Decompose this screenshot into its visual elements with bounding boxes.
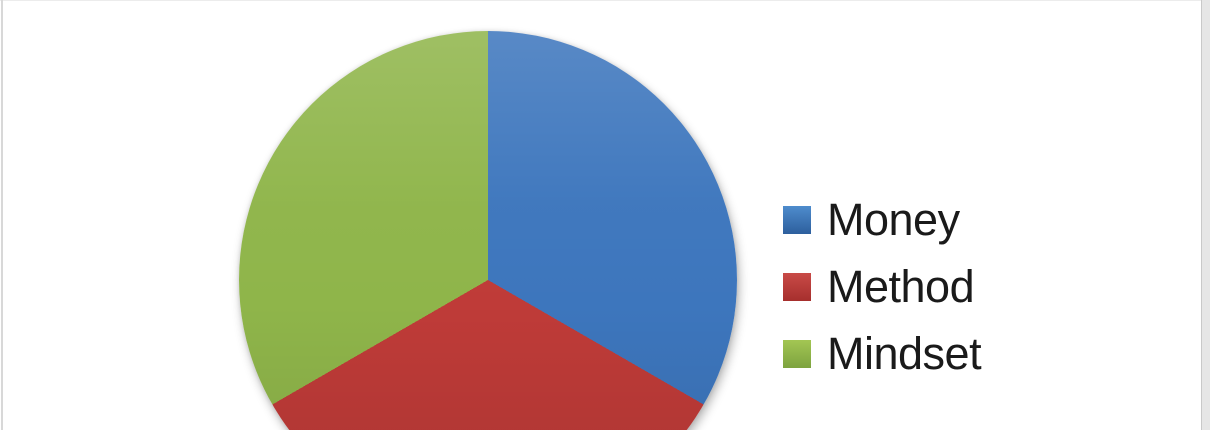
page-edge-left [1,0,3,430]
legend-swatch-money [783,206,811,234]
legend-item-mindset[interactable]: Mindset [781,327,982,381]
legend-label-method: Method [827,261,975,312]
page-edge-top [0,0,1210,1]
chart-legend: Money Method Mindset [781,193,982,394]
page-edge-right [1201,0,1210,430]
pie-chart[interactable] [239,31,737,430]
legend-swatch-method [783,273,811,301]
legend-label-money: Money [827,194,960,245]
legend-item-money[interactable]: Money [781,193,981,247]
legend-swatch-mindset [783,340,811,368]
legend-item-method[interactable]: Method [781,260,981,314]
legend-label-mindset: Mindset [827,328,982,379]
